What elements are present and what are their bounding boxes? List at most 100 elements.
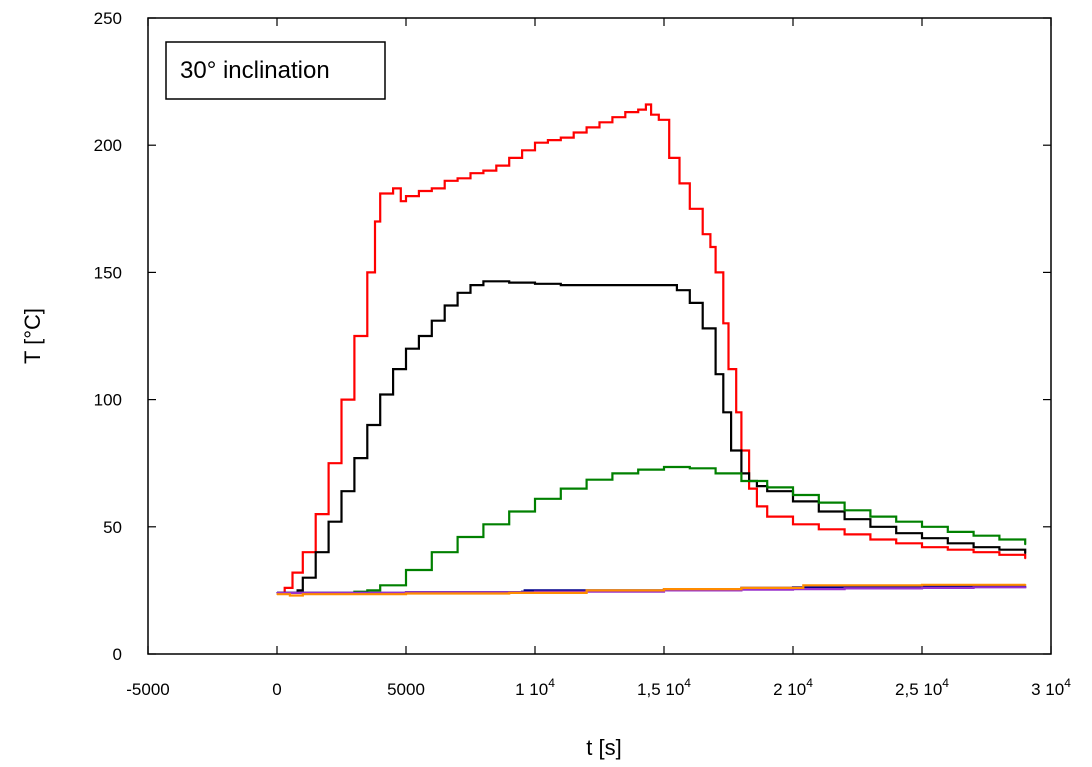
data-point [844,509,846,511]
data-point [521,149,523,151]
data-point [722,411,724,413]
data-point [702,327,704,329]
data-point [895,542,897,544]
data-point [730,449,732,452]
data-point [869,516,872,518]
data-point [560,488,562,490]
data-point [379,192,381,195]
data-point [573,131,575,134]
data-point [315,513,317,515]
data-point [297,589,299,592]
data-point [431,320,433,322]
data-point [921,584,923,586]
data-point [1024,558,1026,560]
data-point [508,157,510,159]
data-point [818,502,820,504]
data-point [583,592,585,594]
data-point [844,587,846,590]
data-point [998,554,1001,556]
y-tick-label: 250 [94,9,122,28]
data-point [611,116,614,118]
data-point [947,549,949,551]
data-point [444,304,446,307]
data-point [844,518,846,520]
data-point [366,271,368,273]
x-tick-label: 2,5 104 [895,676,949,699]
data-point [973,586,975,588]
data-point [302,593,304,595]
data-point [457,536,459,538]
data-point [586,126,588,128]
y-tick-label: 50 [103,518,122,537]
data-point [405,348,407,350]
data-point [663,466,665,468]
data-point [689,467,691,469]
data-point [328,521,330,523]
data-point [637,469,639,471]
data-point [973,551,975,553]
data-point [645,103,647,106]
data-point [418,335,420,337]
data-point [748,488,750,490]
data-point [289,594,291,597]
data-point [740,480,743,482]
data-point [921,537,923,539]
data-point [740,587,743,589]
data-point [709,246,712,248]
data-point [328,462,330,464]
y-tick-label: 100 [94,391,122,410]
data-point [715,271,717,273]
y-tick-label: 0 [113,645,122,664]
data-point [792,494,794,496]
data-point [637,284,639,286]
data-point [947,542,949,544]
x-tick-label: 1,5 104 [637,676,691,699]
series-line-0 [277,103,1027,594]
plot-area-frame [147,17,1052,655]
data-point [715,472,717,474]
data-point [756,505,758,507]
data-point [457,177,459,179]
data-point [722,322,724,324]
annotation-text: 30° inclination [180,57,330,84]
data-point [284,587,286,589]
data-point [947,531,949,533]
data-point [624,111,626,113]
x-axis-ticks: -5000 0 5000 1 104 1,5 104 2 104 2,5 104 3 104 [126,18,1071,699]
data-point [895,532,897,534]
data-point [668,157,670,159]
data-point [534,142,536,144]
data-point [998,538,1001,541]
data-point [353,335,355,337]
data-point [973,535,975,537]
data-point [405,195,407,197]
data-point [379,393,381,396]
data-point [998,549,1001,551]
data-point [482,170,484,172]
data-point [302,551,304,553]
data-point [663,284,665,286]
data-point [921,587,923,589]
data-point [802,584,804,586]
data-point [921,546,923,548]
series-layer [276,103,1027,597]
data-point [495,165,497,167]
data-point [715,373,717,375]
data-point [766,516,768,518]
data-point [353,457,355,459]
data-point [469,284,472,286]
x-tick-label: 2 104 [773,676,813,699]
data-point [727,368,730,370]
data-point [379,584,381,586]
y-axis-title: T [°C] [20,308,45,364]
data-point [869,538,872,541]
series-line-2 [277,465,1027,594]
data-point [340,490,343,492]
data-point [756,485,758,487]
y-tick-label: 150 [94,263,122,282]
data-point [315,551,317,553]
data-point [302,577,304,579]
data-point [508,592,510,594]
data-point [340,399,343,401]
data-point [766,490,768,492]
